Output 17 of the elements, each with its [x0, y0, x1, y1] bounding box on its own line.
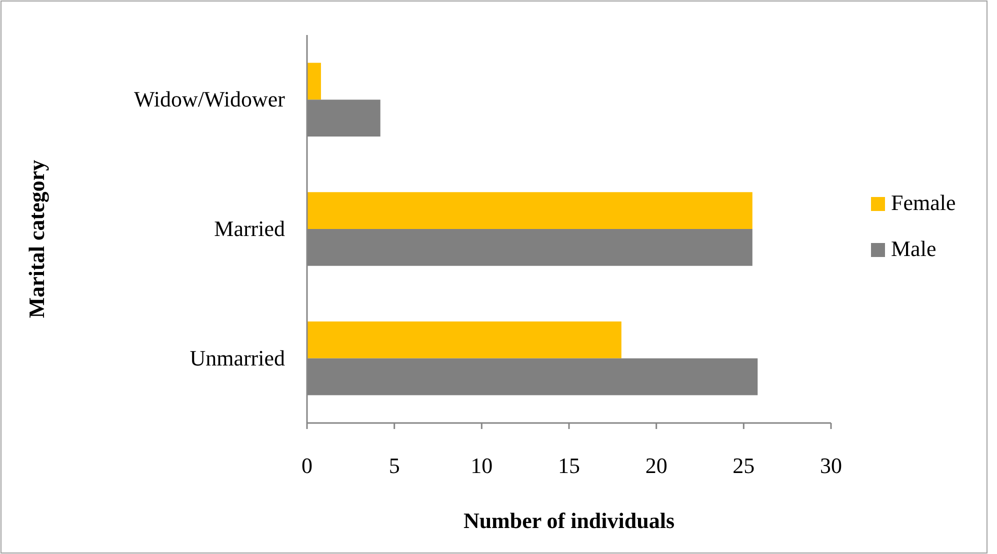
bar — [307, 192, 752, 229]
y-tick-label: Married — [214, 216, 285, 241]
x-tick-label: 10 — [470, 453, 493, 478]
x-axis-title: Number of individuals — [463, 508, 675, 533]
x-tick-label: 0 — [302, 453, 312, 478]
y-tick-label: Unmarried — [190, 345, 285, 370]
y-axis-title: Marital category — [24, 160, 49, 318]
x-tick-label: 5 — [388, 453, 400, 478]
bar — [307, 62, 321, 100]
y-tick-label: Widow/Widower — [134, 86, 286, 112]
bar — [307, 321, 622, 358]
x-tick-label: 20 — [645, 453, 668, 478]
x-tick-label: 25 — [732, 453, 755, 478]
x-tick-label: 15 — [558, 453, 580, 478]
legend-label: Male — [891, 236, 936, 261]
legend-label: Female — [891, 190, 956, 215]
x-tick-label: 30 — [820, 453, 842, 478]
